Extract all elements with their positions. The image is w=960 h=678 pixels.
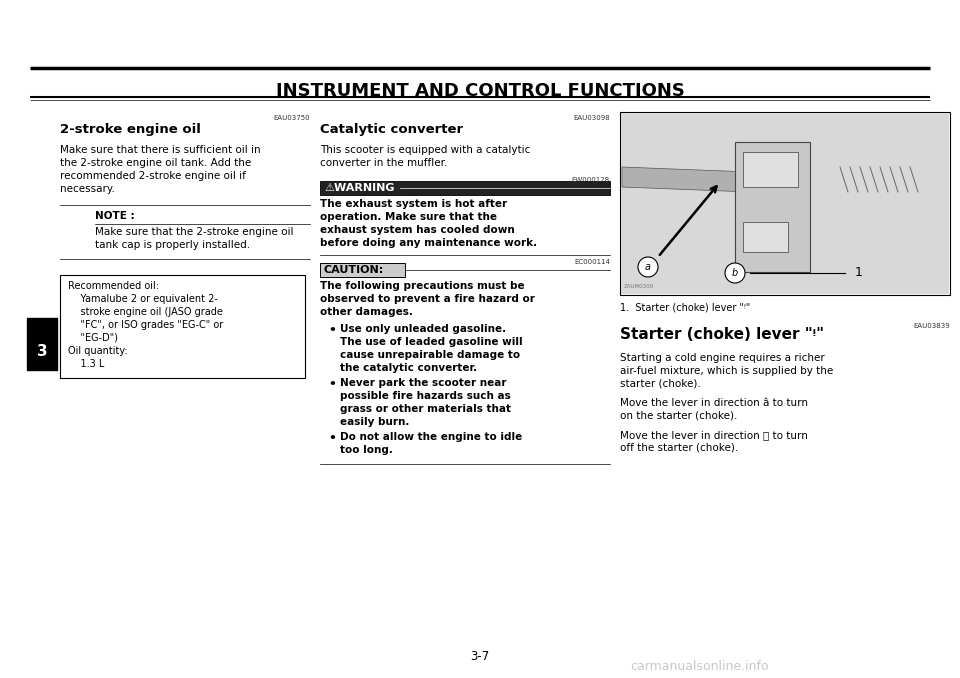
Text: easily burn.: easily burn. [340,417,409,427]
Text: Make sure that the 2-stroke engine oil: Make sure that the 2-stroke engine oil [95,227,294,237]
Text: Use only unleaded gasoline.: Use only unleaded gasoline. [340,324,506,334]
Bar [60,275,305,378]
Text: EAU03839: EAU03839 [913,323,950,329]
Text: •: • [328,378,336,391]
Text: the 2-stroke engine oil tank. Add the: the 2-stroke engine oil tank. Add the [60,158,252,168]
Polygon shape [622,167,750,192]
Text: This scooter is equipped with a catalytic: This scooter is equipped with a catalyti… [320,145,530,155]
Text: Do not allow the engine to idle: Do not allow the engine to idle [340,432,522,442]
Text: tank cap is properly installed.: tank cap is properly installed. [95,240,251,250]
Text: Make sure that there is sufficient oil in: Make sure that there is sufficient oil i… [60,145,260,155]
Text: The use of leaded gasoline will: The use of leaded gasoline will [340,337,522,347]
Text: other damages.: other damages. [320,307,413,317]
Text: 1.  Starter (choke) lever "ᵎ": 1. Starter (choke) lever "ᵎ" [620,303,751,313]
Text: observed to prevent a fire hazard or: observed to prevent a fire hazard or [320,294,535,304]
Text: recommended 2-stroke engine oil if: recommended 2-stroke engine oil if [60,171,246,181]
Text: EAU03098: EAU03098 [573,115,610,121]
Text: ZAUM0309: ZAUM0309 [624,284,654,289]
Text: EAU03750: EAU03750 [274,115,310,121]
Text: on the starter (choke).: on the starter (choke). [620,411,737,421]
Text: CAUTION:: CAUTION: [324,265,384,275]
Bar [27,318,57,370]
Text: Recommended oil:: Recommended oil: [68,281,159,291]
Bar [735,142,810,272]
Text: exhaust system has cooled down: exhaust system has cooled down [320,225,515,235]
Bar [620,112,950,295]
Text: EW000128: EW000128 [572,177,610,183]
Bar [743,222,788,252]
Text: before doing any maintenance work.: before doing any maintenance work. [320,238,538,248]
Text: Move the lever in direction ⓑ to turn: Move the lever in direction ⓑ to turn [620,430,808,440]
Text: NOTE :: NOTE : [95,211,138,221]
Text: the catalytic converter.: the catalytic converter. [340,363,477,373]
Text: carmanualsonline.info: carmanualsonline.info [631,660,769,673]
Text: grass or other materials that: grass or other materials that [340,404,511,414]
Text: air-fuel mixture, which is supplied by the: air-fuel mixture, which is supplied by t… [620,366,833,376]
Text: Oil quantity:: Oil quantity: [68,346,128,356]
Text: necessary.: necessary. [60,184,115,194]
Bar [320,181,610,195]
Text: possible fire hazards such as: possible fire hazards such as [340,391,511,401]
Text: 3-7: 3-7 [470,650,490,663]
Text: Yamalube 2 or equivalent 2-: Yamalube 2 or equivalent 2- [68,294,218,304]
Circle shape [638,257,658,277]
Text: 1.3 L: 1.3 L [68,359,105,369]
Text: Never park the scooter near: Never park the scooter near [340,378,507,388]
Text: The exhaust system is hot after: The exhaust system is hot after [320,199,507,209]
Text: The following precautions must be: The following precautions must be [320,281,524,291]
Text: 3: 3 [36,344,47,359]
Text: Starter (choke) lever "ᵎ": Starter (choke) lever "ᵎ" [620,327,824,342]
Bar [743,152,798,187]
Text: a: a [645,262,651,272]
Text: EC000114: EC000114 [574,259,610,265]
Circle shape [725,263,745,283]
Text: "FC", or ISO grades "EG-C" or: "FC", or ISO grades "EG-C" or [68,320,224,330]
Text: off the starter (choke).: off the starter (choke). [620,443,738,453]
Text: "EG-D"): "EG-D") [68,333,118,343]
Text: too long.: too long. [340,445,393,455]
Text: operation. Make sure that the: operation. Make sure that the [320,212,497,222]
Text: Move the lever in direction â to turn: Move the lever in direction â to turn [620,398,808,408]
Bar [621,113,949,294]
Bar [320,263,405,277]
Text: converter in the muffler.: converter in the muffler. [320,158,447,168]
Text: 2-stroke engine oil: 2-stroke engine oil [60,123,201,136]
Text: 1: 1 [855,266,863,279]
Text: •: • [328,432,336,445]
Text: Starting a cold engine requires a richer: Starting a cold engine requires a richer [620,353,825,363]
Text: starter (choke).: starter (choke). [620,379,701,389]
Text: INSTRUMENT AND CONTROL FUNCTIONS: INSTRUMENT AND CONTROL FUNCTIONS [276,82,684,100]
Text: cause unrepairable damage to: cause unrepairable damage to [340,350,520,360]
Text: Catalytic converter: Catalytic converter [320,123,463,136]
Text: stroke engine oil (JASO grade: stroke engine oil (JASO grade [68,307,223,317]
Text: •: • [328,324,336,337]
Text: ⚠WARNING: ⚠WARNING [324,183,395,193]
Text: b: b [732,268,738,278]
